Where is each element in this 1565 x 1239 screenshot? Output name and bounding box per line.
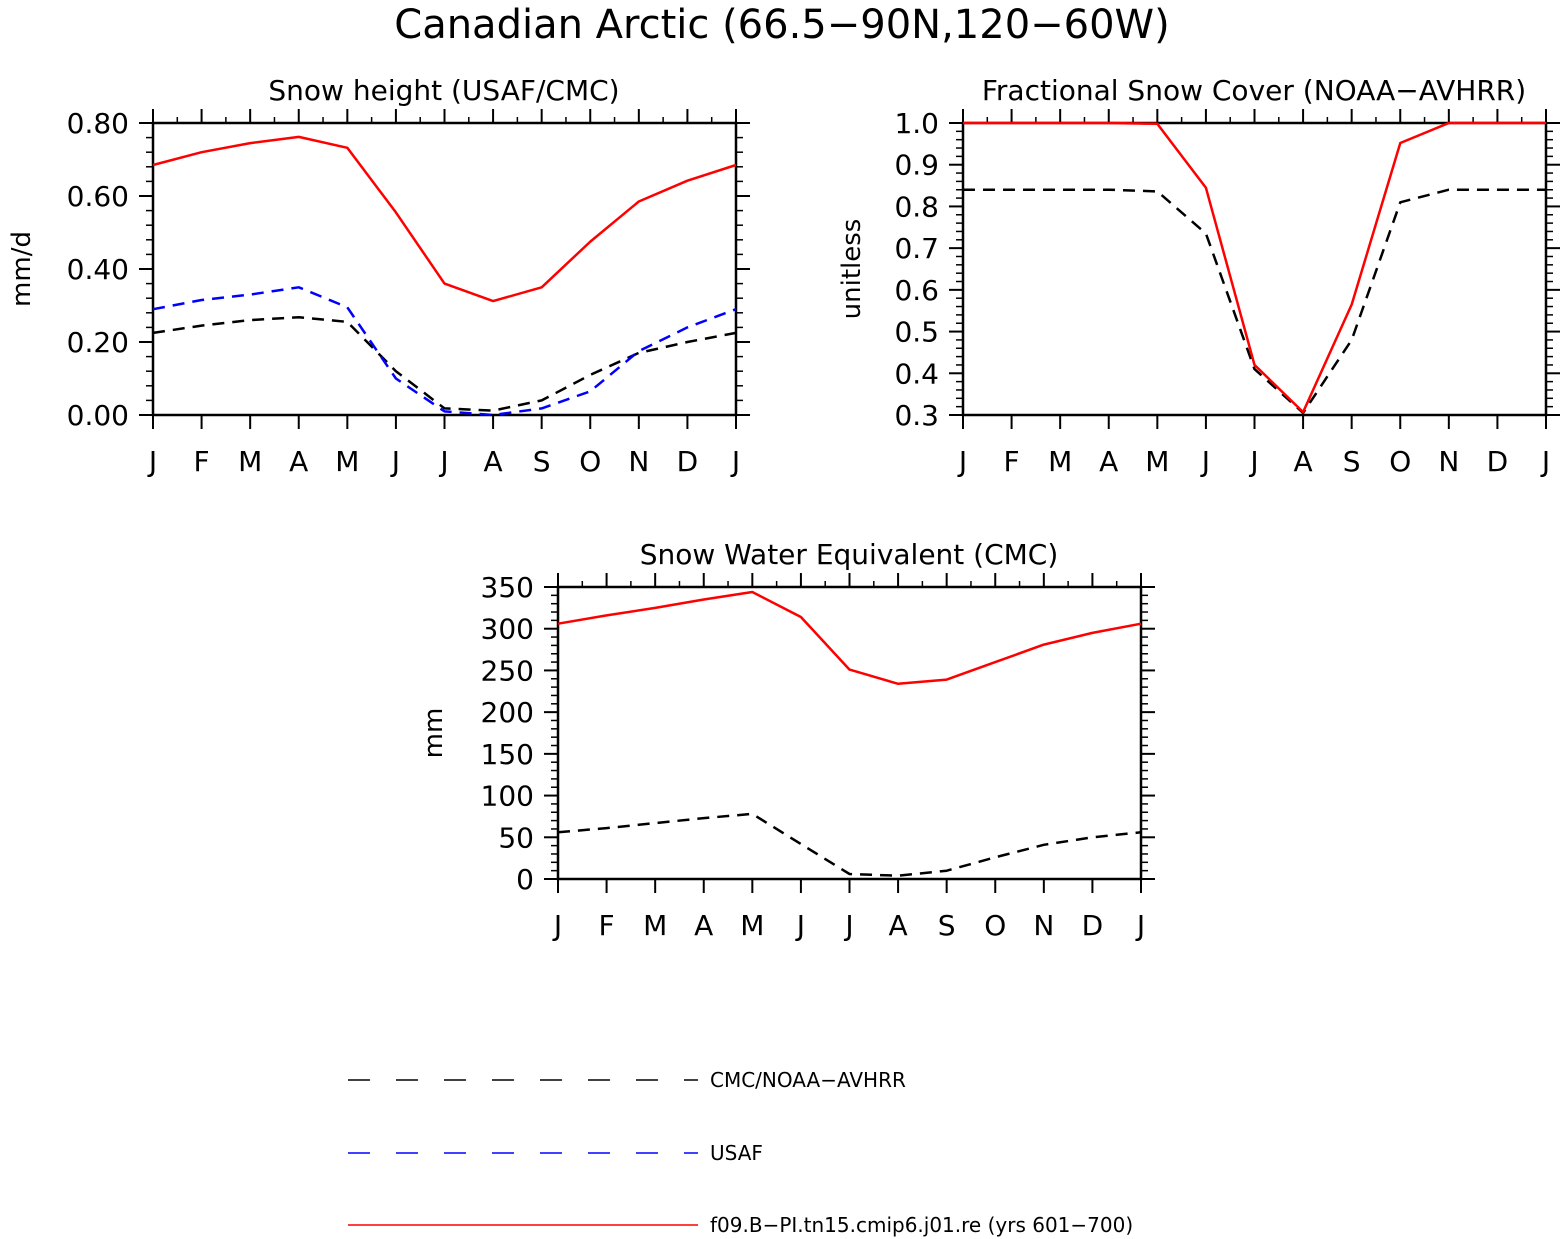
x-tick-label: A: [694, 909, 713, 942]
x-tick-label: O: [984, 909, 1006, 942]
x-tick-label: N: [1033, 909, 1054, 942]
x-tick-label: D: [677, 445, 699, 478]
x-tick-label: F: [1004, 445, 1020, 478]
x-tick-label: M: [643, 909, 667, 942]
x-tick-label: F: [599, 909, 615, 942]
x-tick-label: N: [628, 445, 649, 478]
legend-item-cmc: CMC/NOAA−AVHRR: [348, 1068, 906, 1092]
legend-label: USAF: [710, 1141, 763, 1165]
x-tick-label: J: [552, 909, 562, 942]
x-tick-label: J: [1248, 445, 1258, 478]
legend-item-usaf: USAF: [348, 1141, 763, 1165]
x-tick-label: F: [194, 445, 210, 478]
y-tick-label: 0.20: [67, 326, 129, 359]
y-tick-label: 0.3: [894, 399, 939, 432]
x-tick-label: J: [1200, 445, 1210, 478]
chart-title: Snow Water Equivalent (CMC): [640, 538, 1059, 571]
y-tick-label: 0.8: [894, 190, 939, 223]
y-tick-label: 0.5: [894, 316, 939, 349]
y-tick-label: 0.6: [894, 274, 939, 307]
x-tick-label: D: [1082, 909, 1104, 942]
y-tick-label: 100: [481, 780, 534, 813]
series-line: [557, 812, 1142, 877]
x-tick-label: S: [533, 445, 551, 478]
y-tick-label: 350: [481, 571, 534, 604]
y-tick-label: 50: [498, 821, 534, 854]
x-tick-label: J: [1135, 909, 1145, 942]
y-tick-label: 1.0: [894, 107, 939, 140]
x-tick-label: J: [438, 445, 448, 478]
y-tick-label: 250: [481, 654, 534, 687]
legend-item-model: f09.B−PI.tn15.cmip6.j01.re (yrs 601−700): [348, 1213, 1133, 1237]
x-tick-label: J: [957, 445, 967, 478]
y-tick-label: 300: [481, 613, 534, 646]
x-tick-label: J: [843, 909, 853, 942]
x-tick-label: A: [889, 909, 908, 942]
y-tick-label: 200: [481, 696, 534, 729]
y-tick-label: 150: [481, 738, 534, 771]
x-tick-label: D: [1487, 445, 1509, 478]
series-line: [152, 135, 737, 303]
x-tick-label: M: [1048, 445, 1072, 478]
x-tick-label: O: [579, 445, 601, 478]
x-tick-label: J: [795, 909, 805, 942]
y-tick-label: 0.00: [67, 399, 129, 432]
y-axis-label: mm: [419, 708, 449, 759]
chart-title: Fractional Snow Cover (NOAA−AVHRR): [982, 74, 1526, 107]
y-tick-label: 0.4: [894, 357, 939, 390]
x-tick-label: M: [1145, 445, 1169, 478]
y-tick-label: 0.60: [67, 180, 129, 213]
series-line: [152, 315, 737, 412]
x-tick-label: J: [730, 445, 740, 478]
y-axis-label: mm/d: [7, 231, 37, 307]
legend: CMC/NOAA−AVHRR USAF f09.B−PI.tn15.cmip6.…: [348, 1068, 1133, 1237]
y-tick-label: 0.40: [67, 253, 129, 286]
x-tick-label: M: [335, 445, 359, 478]
chart-fractional-snow-cover: Fractional Snow Cover (NOAA−AVHRR) unitl…: [837, 74, 1560, 478]
x-tick-label: S: [938, 909, 956, 942]
y-tick-label: 0.80: [67, 107, 129, 140]
x-tick-label: J: [147, 445, 157, 478]
series-line: [557, 590, 1142, 686]
y-axis-label: unitless: [837, 219, 867, 320]
series-line: [963, 188, 1546, 415]
series-line: [152, 286, 737, 417]
x-tick-label: M: [740, 909, 764, 942]
legend-label: f09.B−PI.tn15.cmip6.j01.re (yrs 601−700): [710, 1213, 1133, 1237]
y-tick-label: 0.7: [894, 232, 939, 265]
x-tick-label: N: [1438, 445, 1459, 478]
x-tick-label: A: [1099, 445, 1118, 478]
x-tick-label: A: [484, 445, 503, 478]
legend-label: CMC/NOAA−AVHRR: [710, 1068, 906, 1092]
figure-title: Canadian Arctic (66.5−90N,120−60W): [394, 2, 1169, 48]
x-tick-label: J: [390, 445, 400, 478]
x-tick-label: O: [1389, 445, 1411, 478]
series-line: [963, 121, 1546, 414]
plot-frame: [961, 121, 1548, 417]
y-tick-label: 0: [516, 863, 534, 896]
x-tick-label: A: [289, 445, 308, 478]
x-tick-label: J: [1540, 445, 1550, 478]
plot-frame: [556, 585, 1143, 881]
plot-frame: [151, 121, 738, 417]
x-tick-label: A: [1294, 445, 1313, 478]
x-tick-label: S: [1343, 445, 1361, 478]
x-tick-label: M: [238, 445, 262, 478]
chart-title: Snow height (USAF/CMC): [268, 74, 619, 107]
y-tick-label: 0.9: [894, 149, 939, 182]
